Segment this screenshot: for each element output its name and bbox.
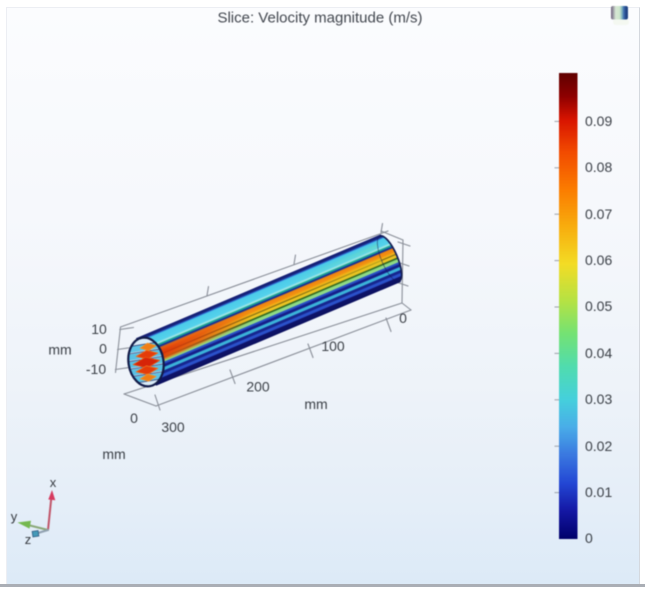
svg-text:0: 0 [399,310,407,326]
svg-text:mm: mm [102,446,125,462]
svg-text:mm: mm [304,396,327,412]
svg-text:200: 200 [246,379,270,395]
svg-text:10: 10 [91,321,107,337]
svg-text:0.07: 0.07 [585,206,612,222]
svg-text:Slice: Velocity magnitude (m/s: Slice: Velocity magnitude (m/s) [217,10,422,27]
svg-text:0.05: 0.05 [585,298,612,314]
svg-text:0.04: 0.04 [585,345,612,361]
svg-text:0.08: 0.08 [585,159,612,175]
svg-text:0: 0 [130,410,138,426]
svg-text:x: x [50,475,57,490]
svg-text:0: 0 [585,530,593,546]
svg-text:300: 300 [161,419,185,435]
svg-text:0.03: 0.03 [585,391,612,407]
svg-text:-10: -10 [86,361,106,377]
svg-text:0.02: 0.02 [585,438,612,454]
svg-text:y: y [11,509,18,524]
svg-text:mm: mm [48,342,71,358]
svg-text:100: 100 [321,338,345,354]
svg-text:0: 0 [99,341,107,357]
svg-text:z: z [25,532,32,547]
svg-text:0.09: 0.09 [585,113,612,129]
svg-text:0.06: 0.06 [585,252,612,268]
svg-text:0.01: 0.01 [585,484,612,500]
